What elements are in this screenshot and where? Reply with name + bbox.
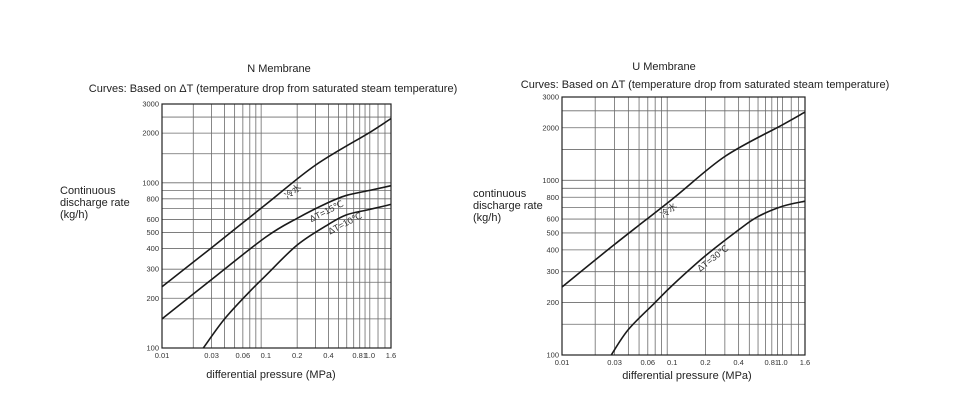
- x-tick-label: 0.06: [236, 351, 251, 360]
- y-tick-label: 600: [546, 215, 559, 224]
- x-tick-label: 1.0: [777, 358, 787, 367]
- y-tick-label: 1000: [142, 178, 159, 187]
- chart-title: U Membrane: [632, 61, 696, 73]
- x-tick-label: 0.1: [667, 358, 677, 367]
- x-tick-label: 1.6: [386, 351, 396, 360]
- series-line: [202, 203, 392, 349]
- x-axis-label: differential pressure (MPa): [622, 370, 752, 382]
- y-tick-label: 800: [546, 193, 559, 202]
- x-tick-label: 0.2: [292, 351, 302, 360]
- y-tick-label: 500: [546, 228, 559, 237]
- x-tick-label: 0.01: [555, 358, 570, 367]
- y-tick-label: 300: [546, 267, 559, 276]
- x-tick-label: 0.1: [261, 351, 271, 360]
- plot-area: 0.01 0.03 0.06 0.1 0.2 0.4 0.811.0 1.6 100 200 300…: [542, 93, 810, 368]
- y-tick-label: 300: [146, 265, 159, 274]
- series-line: [161, 184, 392, 320]
- chart-title: N Membrane: [247, 63, 311, 75]
- chart-panel-n-membrane: N Membrane Curves: Based on ΔT (temperat…: [0, 0, 476, 412]
- x-tick-label: 0.01: [155, 351, 170, 360]
- x-axis-label: differential pressure (MPa): [206, 369, 336, 381]
- y-tick-label: 500: [146, 228, 159, 237]
- y-axis-label-line: (kg/h): [473, 212, 502, 224]
- x-tick-label: 1.6: [800, 358, 810, 367]
- series-line: [161, 117, 392, 288]
- y-tick-label: 100: [546, 351, 559, 360]
- plot-area: 0.01 0.03 0.06 0.1 0.2 0.4 0.811.0 1.6 100 200 300…: [142, 100, 396, 361]
- x-tick-label: 0.2: [700, 358, 710, 367]
- plot-frame: [161, 103, 392, 349]
- y-tick-label: 100: [146, 344, 159, 353]
- series-line: [561, 111, 806, 288]
- y-axis-label-line: (kg/h): [60, 209, 89, 221]
- y-tick-label: 200: [546, 298, 559, 307]
- x-tick-label: 0.06: [640, 358, 655, 367]
- y-axis-label: continuous discharge rate (kg/h): [473, 188, 543, 224]
- y-tick-label: 800: [146, 194, 159, 203]
- y-axis-label-line: discharge rate: [473, 200, 543, 212]
- y-axis-label: Continuous discharge rate (kg/h): [60, 185, 130, 221]
- y-axis-label-line: discharge rate: [60, 197, 130, 209]
- x-tick-label: 0.4: [733, 358, 743, 367]
- series-label: 冷水: [282, 181, 303, 201]
- y-tick-label: 400: [546, 245, 559, 254]
- x-tick-label: 0.4: [323, 351, 333, 360]
- y-tick-label: 3000: [142, 100, 159, 109]
- y-tick-label: 200: [146, 294, 159, 303]
- x-tick-label: 0.81: [765, 358, 780, 367]
- y-tick-label: 2000: [142, 129, 159, 138]
- y-tick-label: 400: [146, 244, 159, 253]
- chart-subtitle: Curves: Based on ΔT (temperature drop fr…: [520, 79, 890, 91]
- series-label: 冷水: [658, 200, 679, 220]
- y-axis-label-line: Continuous: [60, 185, 116, 197]
- series-line: [610, 200, 806, 356]
- plot-frame: [561, 96, 806, 356]
- x-tick-label: 1.0: [365, 351, 375, 360]
- y-tick-label: 2000: [542, 123, 559, 132]
- grid: [562, 97, 805, 355]
- y-axis-label-line: continuous: [473, 188, 527, 200]
- x-tick-label: 0.81: [352, 351, 367, 360]
- chart-subtitle: Curves: Based on ΔT (temperature drop fr…: [88, 83, 458, 95]
- y-tick-label: 600: [146, 215, 159, 224]
- y-tick-label: 1000: [542, 176, 559, 185]
- chart-panel-u-membrane: U Membrane Curves: Based on ΔT (temperat…: [473, 0, 953, 412]
- x-tick-label: 0.03: [607, 358, 622, 367]
- x-tick-label: 0.03: [204, 351, 219, 360]
- y-tick-label: 3000: [542, 93, 559, 102]
